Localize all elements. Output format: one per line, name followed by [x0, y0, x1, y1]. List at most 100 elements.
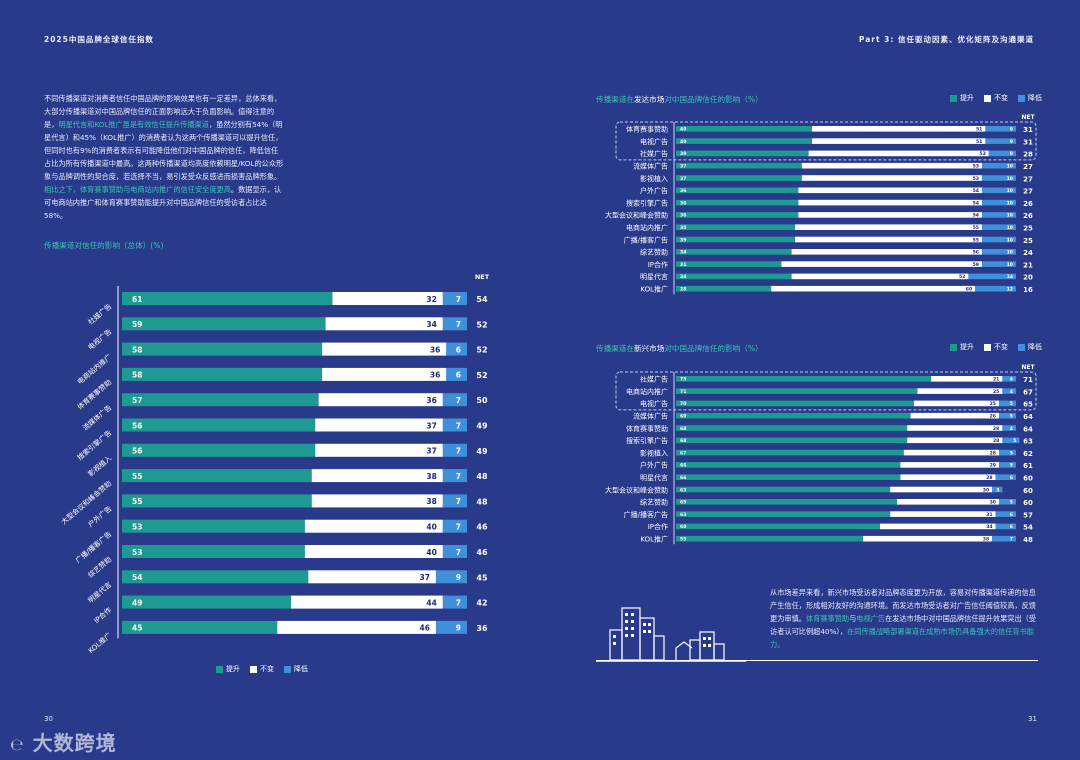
- developed-value-label: 10: [1007, 262, 1013, 268]
- emerging-bar-segment-up: [676, 449, 904, 456]
- legend-same-swatch: [250, 665, 257, 673]
- emerging-bar-segment-up: [676, 486, 891, 493]
- developed-net-value: 24: [1023, 249, 1033, 257]
- overall-value-label: 58: [132, 371, 142, 380]
- legend-down-label: 降低: [1028, 343, 1042, 351]
- emerging-net-value: 65: [1023, 401, 1033, 409]
- developed-value-label: 56: [973, 250, 979, 256]
- developed-category-label: 体育赛事赞助: [626, 125, 668, 134]
- developed-net-value: 27: [1023, 163, 1033, 171]
- overall-value-label: 37: [420, 573, 430, 582]
- emerging-bar-segment-up: [676, 511, 891, 517]
- emerging-net-value: 63: [1023, 438, 1033, 446]
- legend-up-label: 提升: [960, 94, 974, 102]
- outro-segment: 与: [849, 614, 857, 623]
- developed-bar-segment-down: [982, 162, 1016, 169]
- developed-net-value: 16: [1023, 286, 1033, 294]
- intro-segment: 。数据显示，认可电商站内推广和体育赛事赞助能提升对中国品牌信任的受访者占比达58…: [44, 185, 282, 220]
- developed-value-label: 39: [680, 151, 686, 157]
- overall-category-label: 社媒广告: [86, 302, 113, 327]
- emerging-bar-segment-up: [676, 499, 897, 505]
- emerging-value-label: 5: [1010, 450, 1013, 456]
- emerging-bar-segment-same: [907, 425, 1003, 431]
- overall-bar-segment-down: [446, 342, 467, 356]
- overall-bar-segment-down: [442, 494, 467, 508]
- overall-bar-segment-up: [122, 519, 305, 533]
- emerging-category-label: 广播/播客广告: [624, 510, 668, 519]
- overall-bar-segment-down: [442, 418, 467, 432]
- overall-category-label: 电视广告: [86, 327, 113, 352]
- developed-net-value: 25: [1023, 225, 1033, 233]
- emerging-bar-segment-down: [999, 412, 1016, 419]
- emerging-bar-segment-down: [1002, 388, 1016, 394]
- overall-chart-title: 传播渠道对信任的影响（总体）(%): [44, 240, 163, 251]
- overall-value-label: 40: [426, 548, 436, 557]
- emerging-net-value: 71: [1023, 376, 1033, 384]
- emerging-value-label: 31: [986, 512, 992, 518]
- developed-chart: NET 体育赛事赞助 40 51 9 31 电视广告 40 51 9 31 社媒广告 39 53 8 28 流媒…: [605, 114, 1037, 295]
- emerging-bar-segment-up: [676, 535, 863, 542]
- developed-value-label: 9: [1010, 139, 1013, 145]
- developed-title-pre: 传播渠道在: [596, 95, 634, 104]
- overall-category-label: 综艺赞助: [86, 555, 113, 580]
- emerging-value-label: 5: [1010, 414, 1013, 420]
- overall-bar-segment-up: [122, 393, 319, 407]
- developed-net-value: 31: [1023, 126, 1033, 134]
- emerging-value-label: 5: [1010, 401, 1013, 407]
- overall-value-label: 53: [132, 548, 142, 557]
- emerging-net-value: 62: [1023, 450, 1033, 458]
- developed-category-label: 大型会议和峰会赞助: [605, 211, 668, 220]
- developed-net-value: 27: [1023, 188, 1033, 196]
- emerging-value-label: 5: [1013, 438, 1016, 444]
- overall-value-label: 37: [426, 421, 436, 430]
- emerging-value-label: 25: [990, 401, 996, 407]
- intro-segment: ，虽然分别有54%（明星代言）和45%（KOL推广）的消费者认为这两个传播渠道可…: [44, 120, 284, 181]
- overall-bar-segment-same: [304, 519, 443, 533]
- emerging-bar-segment-up: [676, 474, 901, 480]
- overall-value-label: 36: [430, 371, 440, 380]
- emerging-value-label: 6: [1010, 475, 1013, 481]
- emerging-value-label: 7: [1010, 537, 1013, 543]
- developed-category-label: 电视广告: [640, 137, 668, 146]
- developed-value-label: 54: [973, 213, 979, 219]
- developed-value-label: 53: [973, 176, 979, 182]
- page-number-right: 31: [1028, 715, 1037, 723]
- developed-bar-segment-up: [676, 150, 809, 157]
- developed-category-label: IP合作: [648, 260, 668, 269]
- developed-legend: 提升 不变 降低: [950, 93, 1042, 103]
- emerging-value-label: 5: [1010, 500, 1013, 506]
- emerging-value-label: 30: [983, 487, 989, 493]
- emerging-bar-segment-down: [1002, 425, 1016, 431]
- overall-value-label: 55: [132, 497, 142, 506]
- developed-bar-segment-down: [988, 150, 1016, 157]
- developed-category-label: KOL推广: [640, 285, 668, 294]
- overall-value-label: 7: [456, 548, 461, 557]
- emerging-category-label: 电商站内推广: [626, 387, 668, 396]
- developed-bar-segment-same: [812, 126, 986, 132]
- report-title: 2025中国品牌全球信任指数: [44, 35, 154, 44]
- developed-bar-segment-down: [985, 138, 1016, 144]
- developed-category-label: 户外广告: [640, 186, 668, 195]
- overall-bar-segment-same: [277, 620, 436, 634]
- developed-net-value: 25: [1023, 237, 1033, 245]
- emerging-bar-segment-up: [676, 400, 914, 407]
- emerging-bar-segment-same: [890, 511, 996, 517]
- overall-bar-segment-up: [122, 367, 323, 381]
- developed-net-value: 31: [1023, 138, 1033, 146]
- developed-value-label: 37: [680, 176, 686, 182]
- emerging-net-value: 64: [1023, 413, 1033, 421]
- developed-value-label: 8: [1010, 151, 1013, 157]
- legend-up-label: 提升: [226, 665, 240, 673]
- overall-value-label: 40: [426, 523, 436, 532]
- overall-category-label: KOL推广: [86, 631, 113, 656]
- emerging-value-label: 69: [680, 414, 686, 420]
- overall-bar-segment-down: [435, 570, 467, 584]
- developed-value-label: 9: [1010, 127, 1013, 133]
- developed-value-label: 31: [680, 262, 686, 268]
- overall-net-value: 46: [476, 523, 488, 532]
- overall-net-value: 52: [476, 320, 487, 329]
- developed-value-label: 37: [680, 164, 686, 170]
- developed-bar-segment-down: [982, 175, 1016, 181]
- intro-segment: 明星代言和KOL推广虽是有效信任提升传播渠道: [58, 120, 209, 129]
- overall-category-label: 明星代言: [86, 580, 113, 605]
